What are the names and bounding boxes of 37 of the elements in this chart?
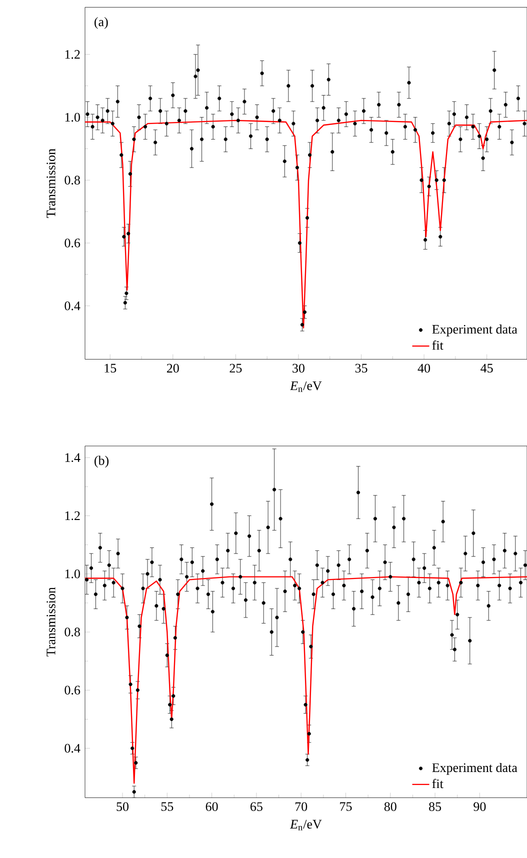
x-tick-label: 40 [418,364,430,373]
x-tick-label: 55 [161,802,174,811]
y-tick-label: 1.2 [65,511,80,520]
annotation: (a) [94,17,108,29]
y-tick-label: 0.8 [64,628,80,636]
y-tick-label: 0.6 [64,686,80,695]
y-tick-label: 1.0 [65,569,80,578]
x-axis-title: E$_{n}$/eV [290,381,322,392]
x-tick-label: 65 [250,802,262,811]
legend-label: Experiment data [432,324,518,336]
x-tick-label: 70 [295,802,308,812]
y-tick-label: 1.2 [65,50,80,59]
y-tick-label: 0.4 [64,744,80,753]
x-tick-label: 35 [355,364,368,373]
x-tick-label: 15 [104,364,116,373]
y-tick-label: 0.6 [64,238,80,248]
y-axis-title: Transmission [46,587,56,656]
x-tick-label: 50 [116,802,129,812]
x-tick-label: 20 [166,364,179,373]
x-tick-label: 30 [292,364,304,373]
x-tick-label: 25 [230,364,242,373]
y-axis-title: Transmission [46,148,56,218]
legend-label: fit [432,340,444,350]
x-tick-label: 90 [474,802,486,812]
x-tick-label: 85 [429,802,442,812]
legend-label: Experiment data [432,762,518,775]
y-tick-label: 1.0 [65,112,80,122]
x-axis-title: E$_{n}$/eV [290,820,322,830]
annotation: (b) [94,456,109,468]
x-tick-label: 45 [480,364,493,373]
legend-label: fit [432,778,444,788]
y-tick-label: 0.4 [64,301,80,310]
y-tick-label: 0.8 [64,176,80,185]
x-tick-label: 80 [384,802,396,812]
x-tick-label: 75 [340,802,352,811]
x-tick-label: 60 [206,802,218,812]
y-tick-label: 1.4 [65,453,80,462]
